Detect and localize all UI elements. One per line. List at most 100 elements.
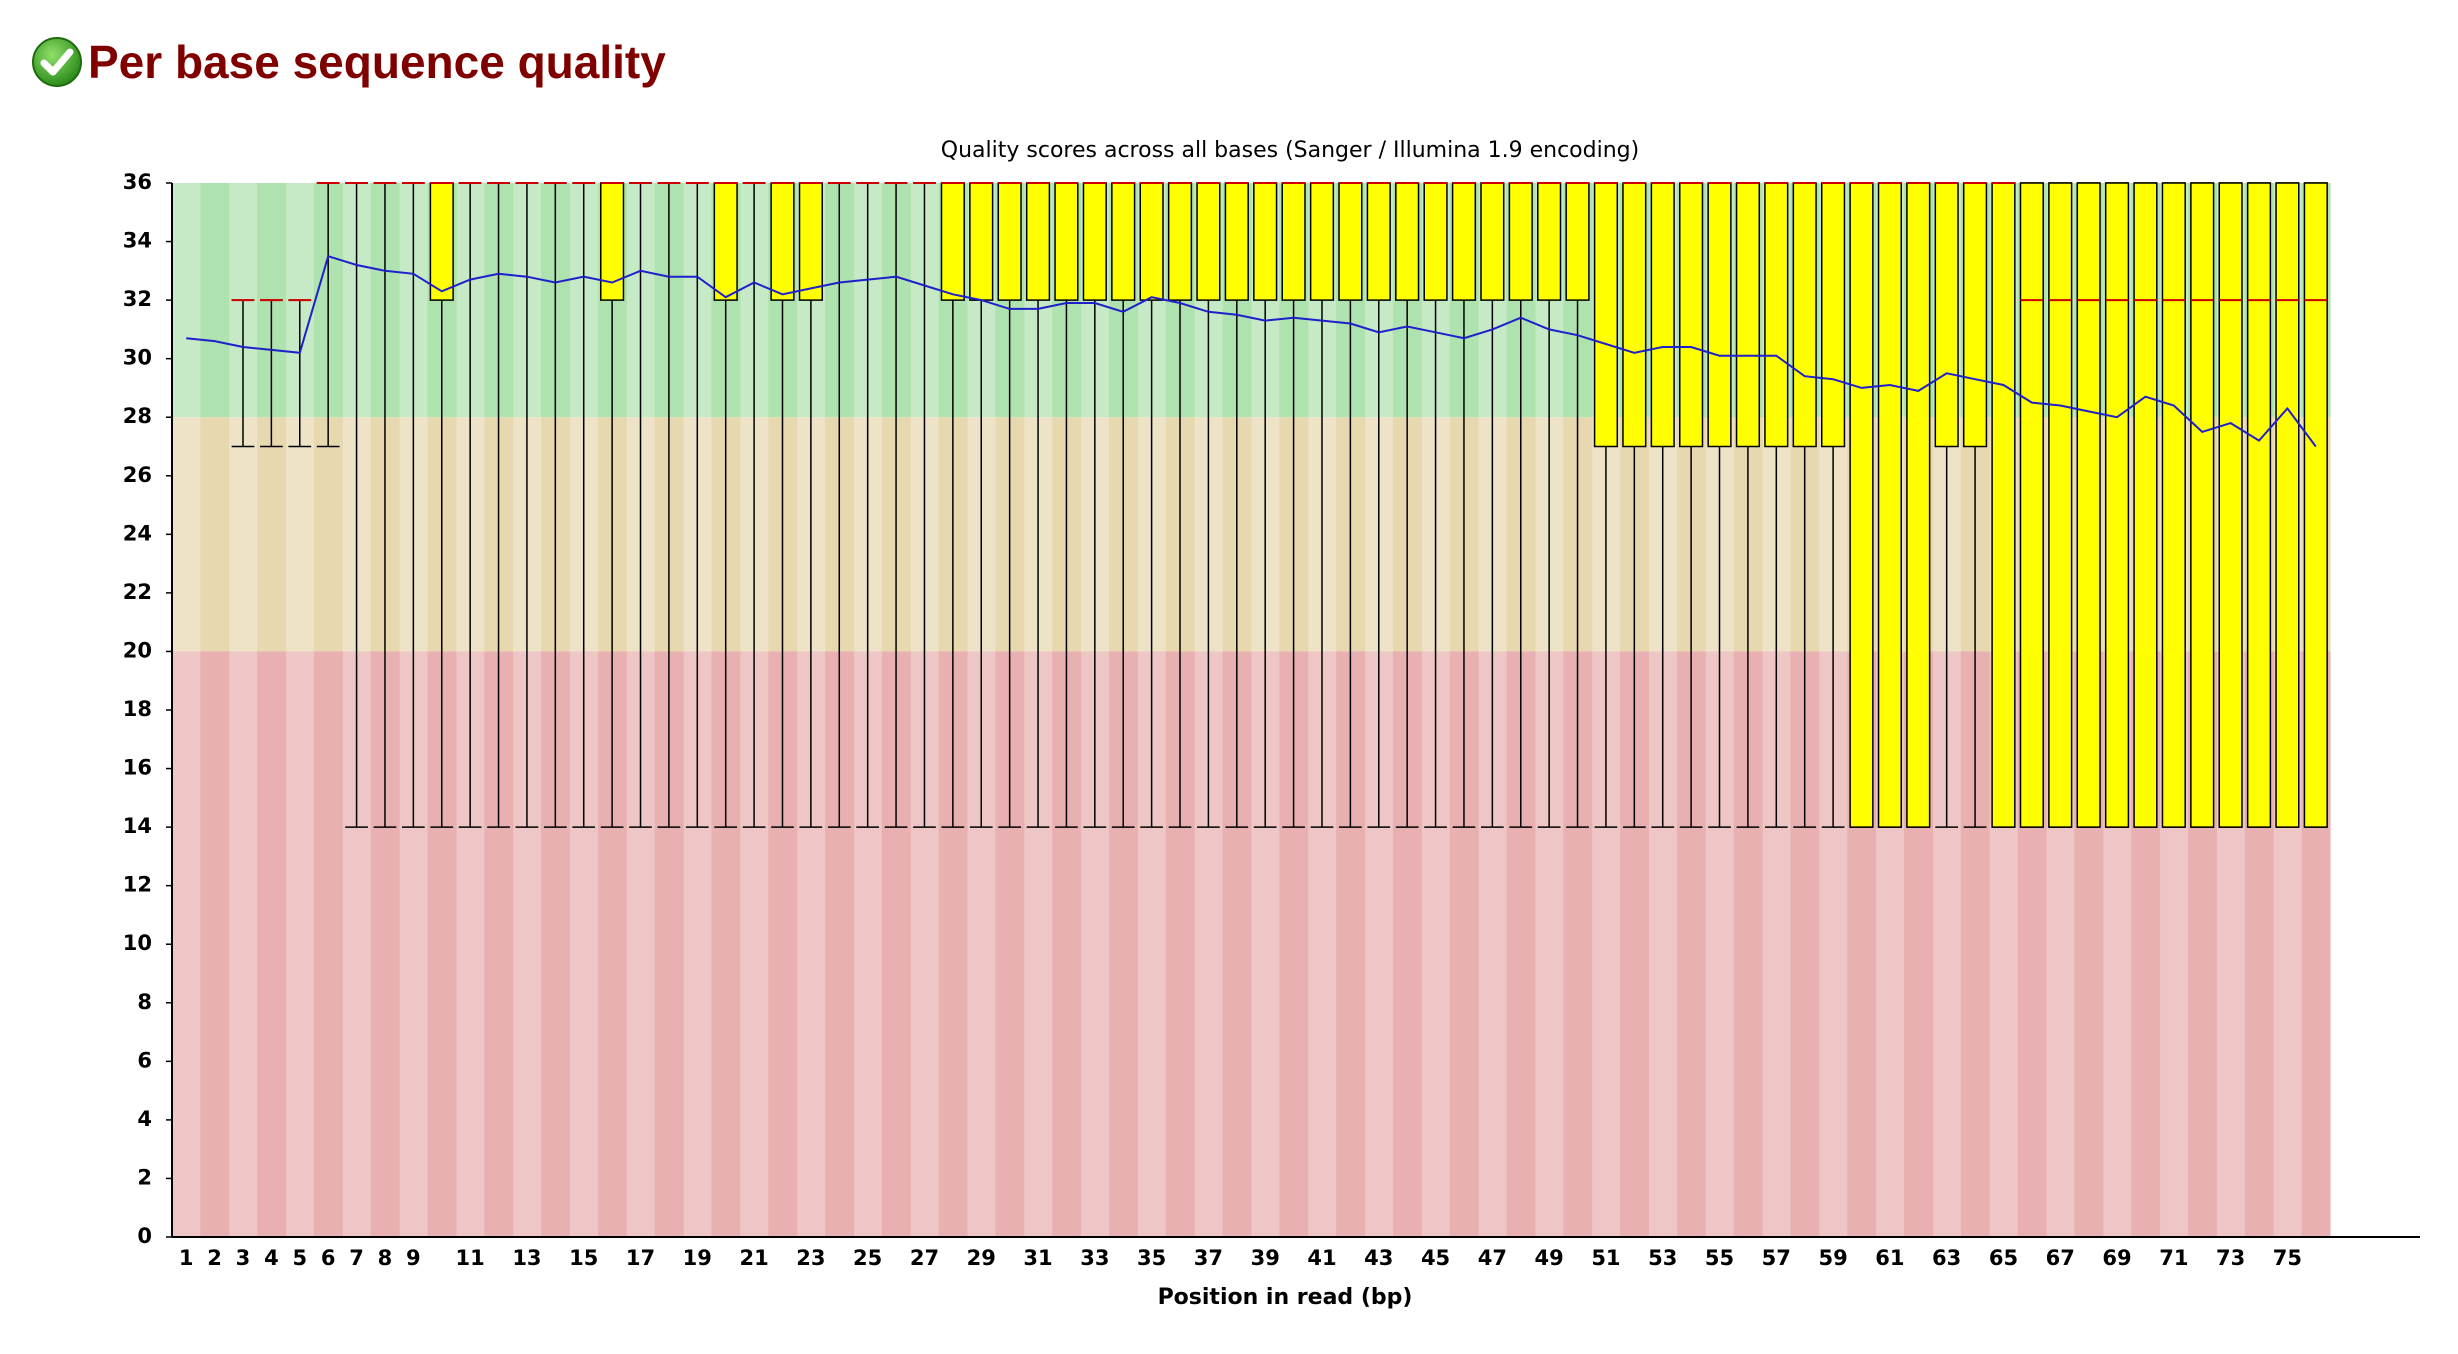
iqr-box [1849,182,1874,828]
iqr-box [2104,182,2130,828]
quality-band [172,417,201,652]
iqr-box [1082,182,1107,301]
x-tick-label: 25 [853,1246,882,1270]
y-tick-label: 26 [123,463,152,487]
x-tick-label: 23 [796,1246,825,1270]
iqr-box [1991,182,2016,828]
iqr-box [1877,182,1902,828]
iqr-box [1792,182,1817,448]
y-tick-label: 6 [137,1048,152,1072]
y-tick-label: 12 [123,873,152,897]
iqr-box [1395,182,1420,301]
iqr-box [2303,182,2328,828]
iqr-box [713,182,738,301]
y-tick-label: 16 [123,756,152,780]
iqr-box [798,182,823,301]
quality-band [172,651,201,1237]
y-tick-label: 22 [123,580,152,604]
x-tick-label: 33 [1080,1246,1109,1270]
y-tick-label: 2 [137,1165,152,1189]
y-tick-label: 14 [123,814,152,838]
iqr-box [2190,182,2215,828]
quality-band [172,183,201,418]
status-icon [32,37,82,87]
x-tick-label: 57 [1762,1246,1791,1270]
x-tick-label: 41 [1307,1246,1336,1270]
x-tick-label: 47 [1478,1246,1507,1270]
iqr-box [1167,182,1193,301]
x-tick-label: 3 [236,1246,251,1270]
iqr-box [1338,182,1363,301]
x-tick-label: 5 [292,1246,307,1270]
mean-line [186,254,2317,448]
iqr-box [940,182,965,301]
iqr-box [1764,182,1789,448]
quality-band [200,651,230,1237]
x-tick-label: 71 [2159,1246,2188,1270]
quality-band [228,417,258,652]
x-tick-label: 73 [2216,1246,2245,1270]
iqr-box [1622,182,1647,448]
quality-band [200,417,230,652]
quality-band [257,417,287,652]
x-tick-label: 11 [456,1246,485,1270]
quality-band [285,651,315,1237]
quality-band [200,183,230,418]
section-header: Per base sequence quality [30,22,666,102]
x-tick-label: 19 [683,1246,712,1270]
y-tick-label: 18 [123,697,152,721]
x-tick-label: 65 [1989,1246,2018,1270]
iqr-box [1451,182,1477,301]
iqr-box [1139,182,1164,301]
iqr-box [1906,182,1931,828]
iqr-box [1054,182,1079,301]
x-tick-label: 31 [1023,1246,1052,1270]
x-axis-label: Position in read (bp) [1158,1285,1413,1310]
y-tick-label: 30 [123,346,152,370]
iqr-box [429,182,454,301]
y-tick-label: 4 [137,1107,152,1131]
iqr-box [1508,182,1533,301]
chart-title: Quality scores across all bases (Sanger … [941,138,1639,163]
y-tick-label: 20 [123,638,152,662]
y-tick-label: 28 [123,404,152,428]
section-title: Per base sequence quality [88,36,666,88]
x-tick-label: 8 [378,1246,393,1270]
x-tick-label: 21 [739,1246,768,1270]
iqr-box [1025,182,1051,301]
iqr-box [2161,182,2186,828]
x-tick-label: 29 [967,1246,996,1270]
x-tick-label: 37 [1194,1246,1223,1270]
iqr-box [1537,182,1562,301]
iqr-box [1650,182,1675,448]
quality-band [257,651,287,1237]
y-tick-label: 8 [137,990,152,1014]
x-tick-label: 13 [512,1246,541,1270]
x-tick-label: 17 [626,1246,655,1270]
iqr-box [2218,182,2243,828]
iqr-box [1224,182,1249,301]
iqr-box [1253,182,1278,301]
x-tick-label: 27 [910,1246,939,1270]
iqr-box [1366,182,1391,301]
quality-band [313,651,343,1237]
quality-band [285,417,315,652]
iqr-box [2048,182,2073,828]
iqr-box [1707,182,1732,448]
x-tick-label: 51 [1591,1246,1620,1270]
iqr-box [1196,182,1221,301]
iqr-box [1735,182,1761,448]
x-tick-label: 69 [2102,1246,2131,1270]
iqr-box [1934,182,1959,448]
x-tick-label: 75 [2273,1246,2302,1270]
x-tick-label: 53 [1648,1246,1677,1270]
x-tick-label: 67 [2046,1246,2075,1270]
iqr-box [1281,182,1306,301]
y-tick-label: 10 [123,931,152,955]
x-tick-label: 49 [1535,1246,1564,1270]
y-tick-label: 0 [137,1224,152,1248]
iqr-box [1962,182,1988,448]
iqr-box [1679,182,1704,448]
iqr-box [969,182,994,301]
